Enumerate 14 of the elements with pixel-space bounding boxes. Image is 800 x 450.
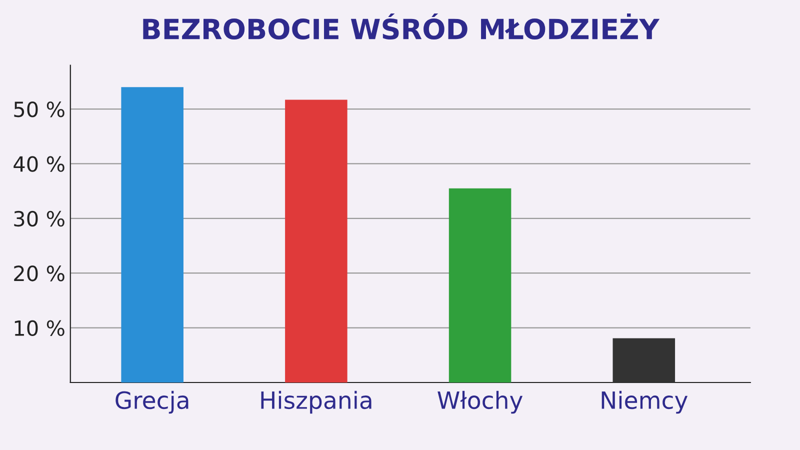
chart-title: BEZROBOCIE WŚRÓD MŁODZIEŻY [143,13,660,40]
x-tick-label: Hiszpania [261,390,372,414]
bar [448,188,512,382]
y-tick-label: 50 % [14,101,64,118]
bar [121,87,184,382]
y-tick-label: 20 % [14,266,64,282]
bar [612,338,676,382]
y-tick-label: 30 % [14,210,64,227]
bar [285,100,348,382]
x-tick-label: Włochy [438,390,523,414]
x-tick-label: Grecja [116,390,188,414]
x-tick-label: Niemcy [602,390,688,414]
y-tick-label: 40 % [14,156,64,172]
y-tick-label: 10 % [14,320,64,336]
